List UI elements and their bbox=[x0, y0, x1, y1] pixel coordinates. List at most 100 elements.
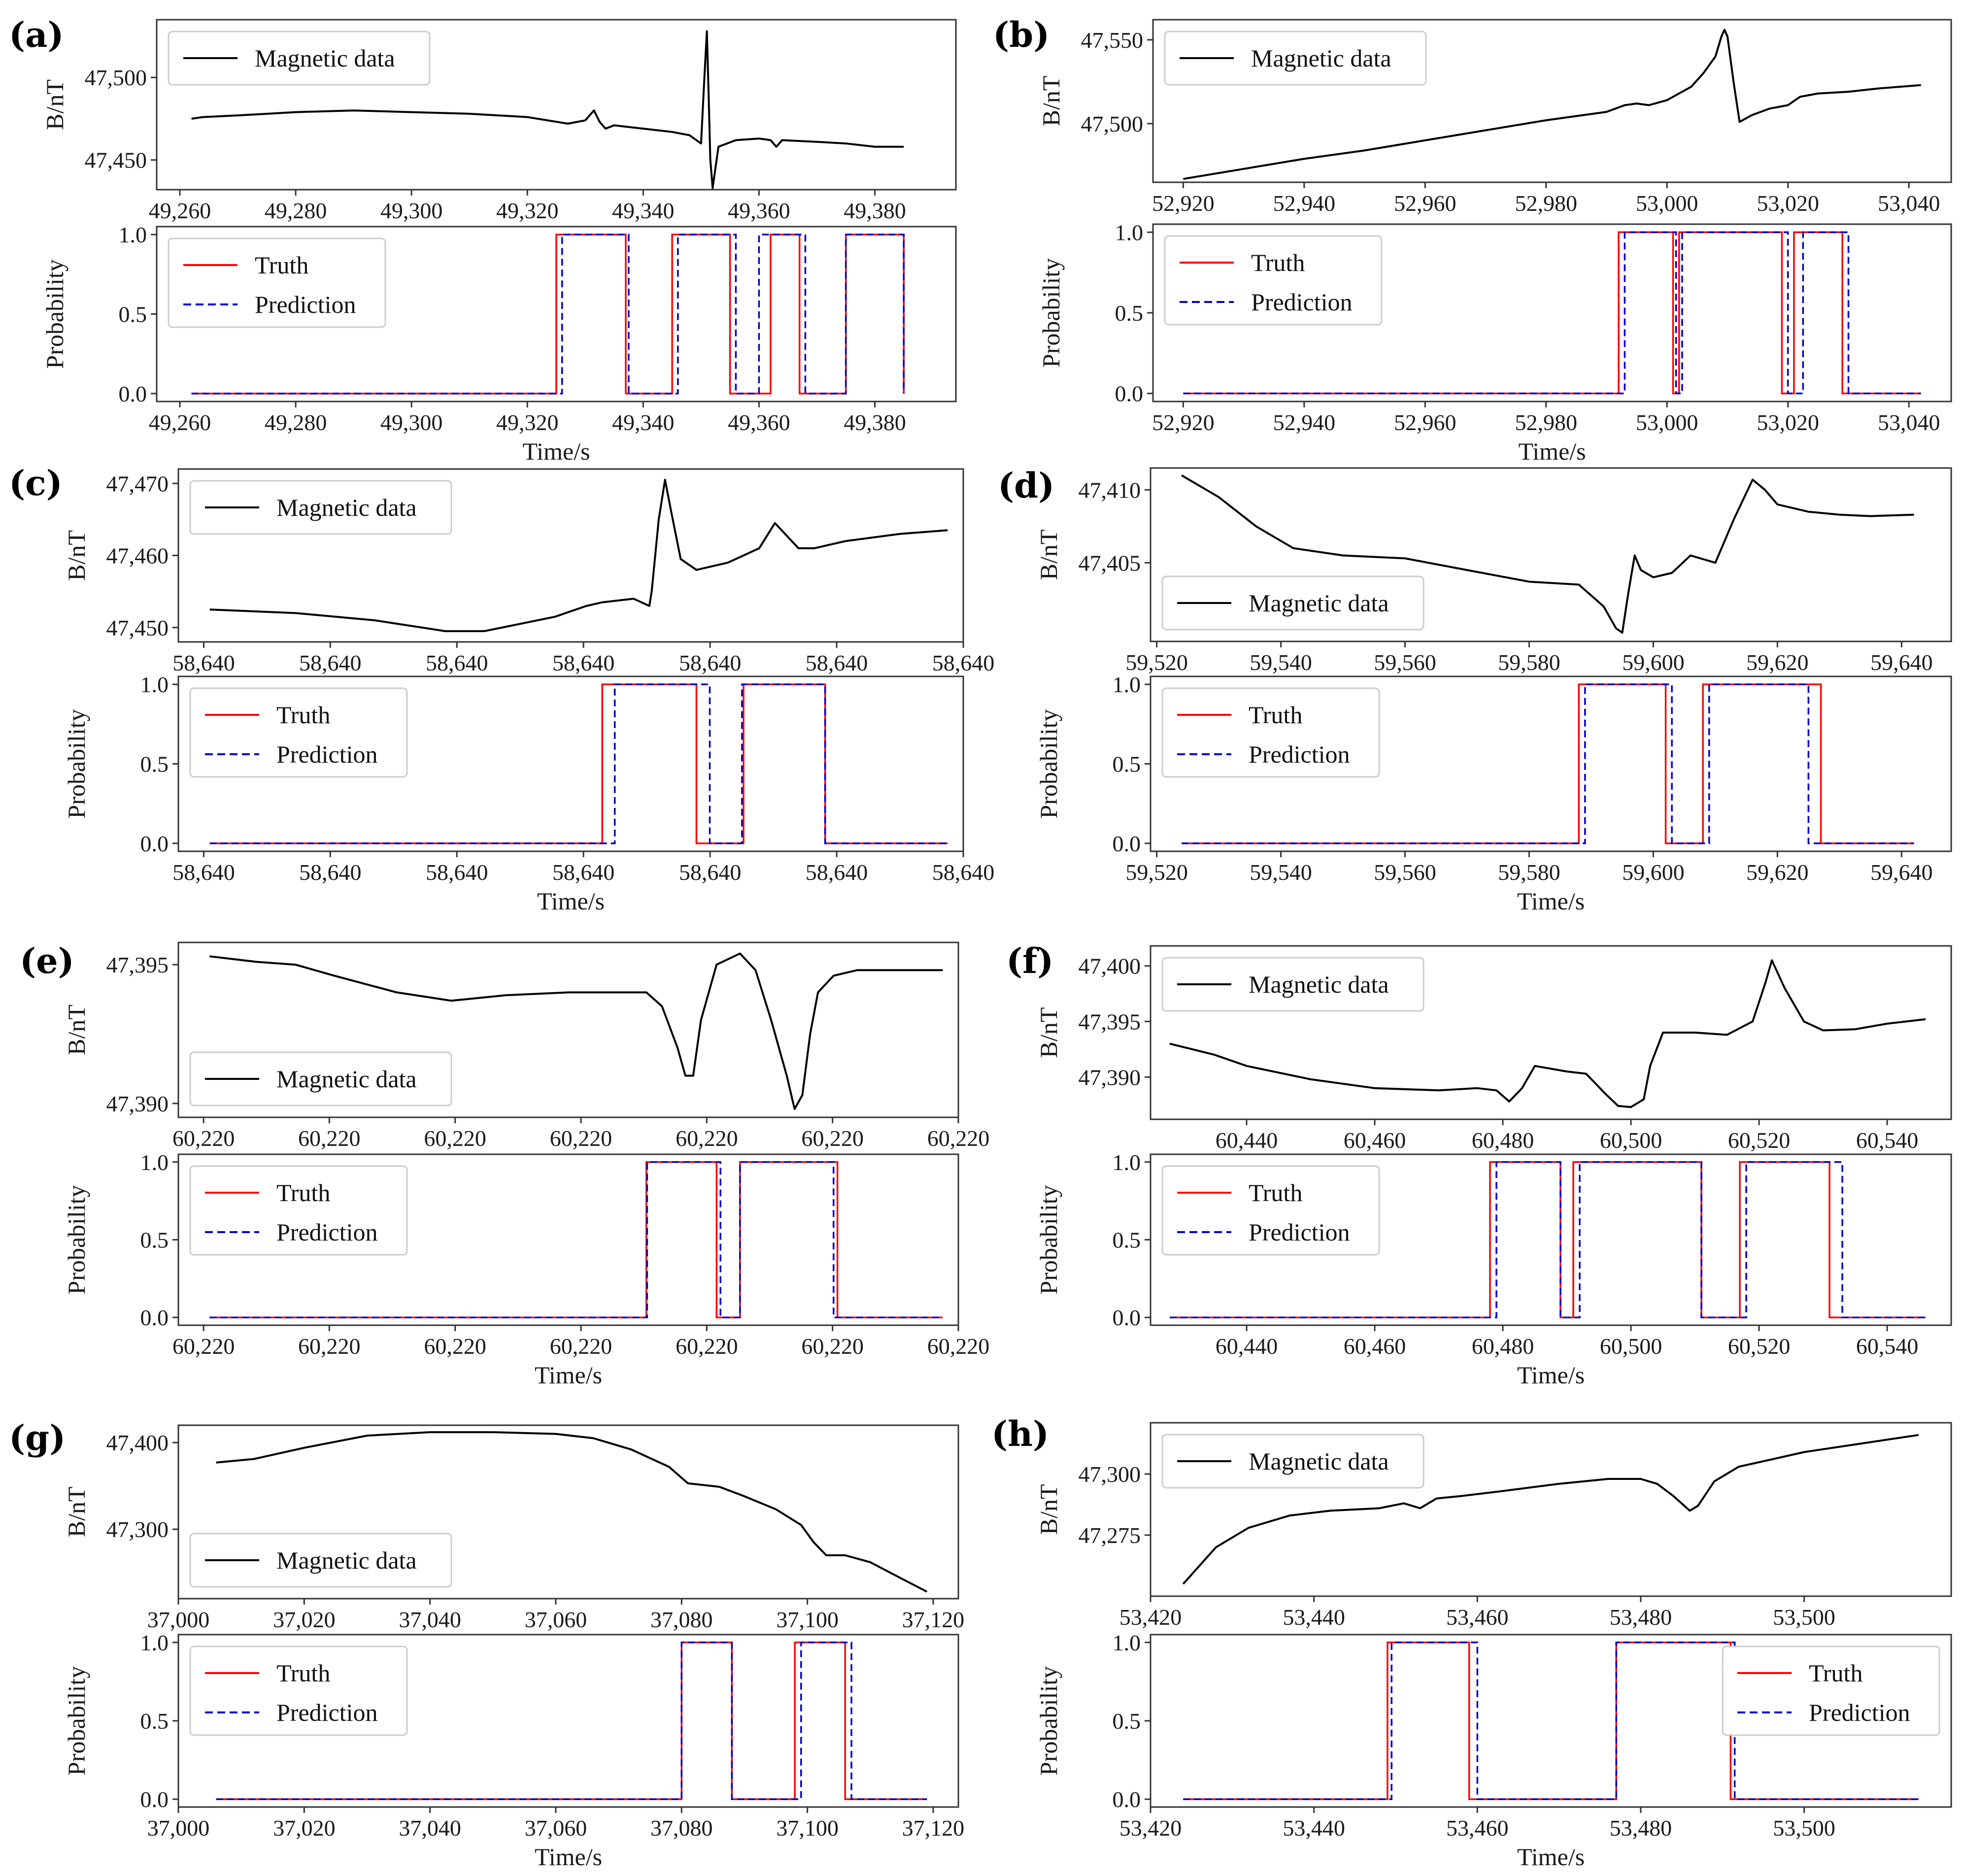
x-tick-label: 60,480 bbox=[1472, 1334, 1534, 1359]
y-axis-label: B/nT bbox=[63, 1487, 90, 1538]
y-tick-label: 0.0 bbox=[1113, 1787, 1141, 1812]
magnetic-line bbox=[209, 952, 943, 1110]
y-tick-label: 47,470 bbox=[106, 471, 169, 496]
legend: Magnetic data bbox=[189, 480, 452, 535]
legend-label-truth: Truth bbox=[1249, 701, 1302, 729]
x-axis-label: Time/s bbox=[537, 887, 605, 915]
x-tick-label: 53,420 bbox=[1119, 1605, 1182, 1630]
x-axis-label: Time/s bbox=[535, 1361, 602, 1389]
y-tick-label: 1.0 bbox=[140, 1630, 169, 1655]
x-tick-label: 60,220 bbox=[801, 1334, 864, 1359]
x-tick-label: 60,500 bbox=[1600, 1128, 1662, 1153]
panel-label: (b) bbox=[993, 14, 1050, 55]
prediction-line bbox=[1170, 1161, 1926, 1318]
x-tick-label: 60,500 bbox=[1600, 1334, 1662, 1359]
x-tick-label: 59,560 bbox=[1374, 650, 1436, 675]
x-tick-label: 60,220 bbox=[676, 1126, 738, 1151]
x-tick-label: 53,000 bbox=[1636, 191, 1698, 216]
y-tick-label: 0.0 bbox=[140, 1305, 169, 1330]
legend: Truth Prediction bbox=[189, 687, 408, 778]
x-tick-label: 58,640 bbox=[932, 860, 995, 885]
magnetic-line bbox=[1182, 1434, 1919, 1585]
x-tick-label: 58,640 bbox=[299, 860, 362, 885]
x-tick-label: 60,540 bbox=[1856, 1128, 1919, 1153]
y-tick-label: 1.0 bbox=[140, 672, 169, 697]
magnetic-line bbox=[1181, 474, 1914, 634]
y-tick-label: 0.0 bbox=[1113, 1305, 1141, 1330]
x-tick-label: 53,480 bbox=[1610, 1815, 1672, 1841]
x-tick-label: 37,060 bbox=[525, 1815, 587, 1841]
x-tick-label: 53,480 bbox=[1610, 1605, 1672, 1630]
legend-box bbox=[189, 480, 452, 535]
x-tick-label: 49,260 bbox=[149, 410, 211, 435]
x-tick-label: 52,940 bbox=[1273, 191, 1336, 216]
x-tick-label: 60,220 bbox=[298, 1334, 361, 1359]
x-tick-label: 58,640 bbox=[426, 860, 488, 885]
y-axis-label: Probability bbox=[63, 709, 90, 818]
legend-label-magnetic: Magnetic data bbox=[276, 494, 417, 521]
x-tick-label: 49,320 bbox=[496, 410, 559, 435]
x-tick-label: 59,580 bbox=[1498, 860, 1560, 885]
y-axis-label: B/nT bbox=[1035, 530, 1062, 580]
x-tick-label: 59,620 bbox=[1746, 860, 1809, 885]
x-tick-label: 53,420 bbox=[1119, 1815, 1182, 1841]
x-tick-label: 58,640 bbox=[679, 650, 742, 675]
y-tick-label: 0.5 bbox=[119, 302, 147, 327]
x-tick-label: 53,000 bbox=[1636, 410, 1698, 435]
x-tick-label: 59,540 bbox=[1250, 650, 1312, 675]
x-tick-label: 60,220 bbox=[927, 1334, 990, 1359]
y-axis-label: B/nT bbox=[1035, 1484, 1062, 1535]
legend-box bbox=[168, 31, 431, 86]
y-axis-label: Probability bbox=[1037, 258, 1065, 368]
probability-plot: 60,220 60,220 60,220 60,220 60,220 60,220 60,2… bbox=[63, 1150, 989, 1389]
truth-line bbox=[1182, 683, 1914, 844]
legend-label-magnetic: Magnetic data bbox=[1249, 589, 1389, 617]
x-tick-label: 60,220 bbox=[550, 1126, 612, 1151]
legend: Truth Prediction bbox=[168, 237, 386, 328]
legend-label-magnetic: Magnetic data bbox=[255, 44, 395, 72]
x-tick-label: 59,540 bbox=[1250, 860, 1312, 885]
x-tick-label: 59,640 bbox=[1870, 860, 1933, 885]
x-tick-label: 58,640 bbox=[172, 860, 235, 885]
legend-label-truth: Truth bbox=[276, 1659, 330, 1687]
legend: Magnetic data bbox=[168, 31, 431, 86]
legend-box bbox=[189, 1051, 452, 1106]
x-tick-label: 59,560 bbox=[1374, 860, 1436, 885]
legend-label-prediction: Prediction bbox=[276, 1218, 378, 1246]
legend-label-truth: Truth bbox=[255, 251, 308, 279]
x-tick-label: 60,220 bbox=[172, 1334, 235, 1359]
legend-label-truth: Truth bbox=[1809, 1659, 1863, 1687]
x-tick-label: 53,440 bbox=[1283, 1605, 1345, 1630]
magnetic-plot: 60,440 60,460 60,480 60,500 60,520 60,540 47,3… bbox=[1035, 945, 1952, 1153]
y-axis-label: B/nT bbox=[63, 530, 90, 581]
x-tick-label: 53,500 bbox=[1773, 1815, 1835, 1841]
x-tick-label: 49,360 bbox=[728, 410, 790, 435]
x-tick-label: 52,960 bbox=[1394, 191, 1457, 216]
x-tick-label: 53,020 bbox=[1757, 410, 1819, 435]
prediction-line bbox=[209, 683, 948, 844]
x-tick-label: 37,040 bbox=[399, 1815, 461, 1841]
plot-frame bbox=[177, 1424, 959, 1600]
x-tick-label: 49,340 bbox=[612, 198, 675, 223]
y-tick-label: 47,300 bbox=[1079, 1462, 1141, 1487]
magnetic-plot: 60,220 60,220 60,220 60,220 60,220 60,220 60,2… bbox=[63, 941, 989, 1151]
y-tick-label: 47,390 bbox=[1079, 1065, 1141, 1090]
x-tick-label: 37,120 bbox=[902, 1607, 965, 1632]
x-tick-label: 60,460 bbox=[1344, 1334, 1406, 1359]
legend-label-magnetic: Magnetic data bbox=[1249, 971, 1389, 998]
y-axis-label: Probability bbox=[1035, 1185, 1062, 1294]
legend-label-magnetic: Magnetic data bbox=[1249, 1447, 1389, 1475]
y-tick-label: 47,400 bbox=[106, 1430, 169, 1455]
panel-b: (b)52,920 52,940 52,960 52,980 53,000 53,020 5… bbox=[993, 14, 1952, 465]
legend: Magnetic data bbox=[189, 1533, 452, 1588]
prediction-line bbox=[1183, 231, 1921, 395]
x-tick-label: 52,980 bbox=[1515, 191, 1577, 216]
x-tick-label: 58,640 bbox=[299, 650, 362, 675]
legend: Magnetic data bbox=[1164, 31, 1427, 86]
y-tick-label: 0.0 bbox=[1115, 381, 1144, 406]
y-axis-label: Probability bbox=[41, 259, 68, 368]
y-tick-label: 47,500 bbox=[85, 65, 147, 90]
panel-label: (g) bbox=[9, 1417, 66, 1458]
x-tick-label: 49,300 bbox=[380, 410, 443, 435]
